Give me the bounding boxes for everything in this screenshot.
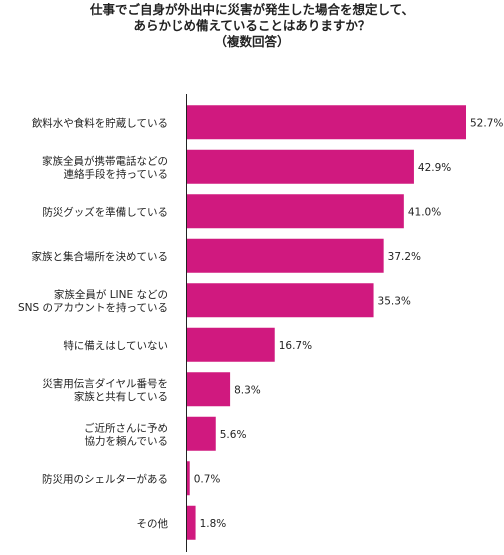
value-label-0: 52.7% (470, 117, 503, 129)
category-label-3-line-0: 家族と集合場所を決めている (32, 250, 169, 263)
bar-3 (186, 238, 384, 273)
category-label-4-line-0: 家族全員が LINE などの (54, 288, 168, 301)
category-label-1: 家族全員が携帯電話などの連絡手段を持っている (42, 154, 168, 180)
category-label-4-line-1: SNS のアカウントを持っている (18, 301, 168, 314)
category-label-8-line-0: 防災用のシェルターがある (42, 472, 168, 485)
category-label-2-line-0: 防災グッズを準備している (42, 205, 168, 218)
chart-title-line-1: 仕事でご自身が外出中に災害が発生した場合を想定して、 (89, 2, 414, 17)
value-label-9: 1.8% (200, 518, 227, 530)
value-labels-layer: 52.7% 42.9% 41.0% 37.2% 35.3% 16.7% 8.3% 5.6% 0.… (194, 117, 504, 530)
chart-title: 仕事でご自身が外出中に災害が発生した場合を想定して、 あらかじめ備えていることは… (0, 2, 504, 50)
chart-subtitle: （複数回答） (214, 34, 290, 49)
bars-layer (186, 105, 466, 540)
value-label-5: 16.7% (279, 340, 312, 352)
category-label-2: 防災グッズを準備している (42, 205, 168, 218)
bar-2 (186, 194, 404, 229)
value-label-8: 0.7% (194, 473, 221, 485)
bar-6 (186, 372, 231, 407)
bar-1 (186, 149, 414, 184)
category-label-7: ご近所さんに予め協力を頼んでいる (84, 421, 168, 447)
bar-4 (186, 283, 374, 318)
category-label-8: 防災用のシェルターがある (42, 472, 168, 485)
bar-7 (186, 416, 216, 451)
category-label-5-line-0: 特に備えはしていない (63, 339, 168, 352)
category-label-6-line-1: 家族と共有している (74, 390, 168, 403)
category-label-7-line-1: 協力を頼んでいる (85, 434, 168, 447)
bar-9 (186, 505, 196, 540)
chart-title-line-2: あらかじめ備えていることはありますか？ (133, 18, 371, 33)
category-labels-layer: 飲料水や食料を貯蔵している家族全員が携帯電話などの連絡手段を持っている防災グッズ… (18, 116, 168, 530)
category-label-6: 災害用伝言ダイヤル番号を家族と共有している (42, 377, 168, 403)
category-label-7-line-0: ご近所さんに予め (84, 421, 168, 434)
bar-8 (186, 461, 190, 496)
category-label-6-line-0: 災害用伝言ダイヤル番号を (42, 377, 168, 390)
category-label-4: 家族全員が LINE などの SNS のアカウントを持っている (18, 288, 168, 314)
value-label-1: 42.9% (418, 162, 451, 174)
category-label-9: その他 (137, 517, 169, 530)
category-label-1-line-1: 連絡手段を持っている (64, 167, 168, 180)
category-label-0-line-0: 飲料水や食料を貯蔵している (32, 116, 168, 129)
value-label-2: 41.0% (408, 206, 441, 218)
category-label-0: 飲料水や食料を貯蔵している (32, 116, 168, 129)
value-label-4: 35.3% (378, 295, 411, 307)
category-label-9-line-0: その他 (137, 517, 169, 530)
category-label-5: 特に備えはしていない (63, 339, 168, 352)
category-label-3: 家族と集合場所を決めている (32, 250, 169, 263)
bar-0 (186, 105, 466, 140)
value-label-3: 37.2% (388, 251, 421, 263)
value-label-7: 5.6% (220, 429, 247, 441)
value-label-6: 8.3% (234, 384, 261, 396)
category-label-1-line-0: 家族全員が携帯電話などの (42, 154, 168, 167)
bar-5 (186, 327, 275, 362)
